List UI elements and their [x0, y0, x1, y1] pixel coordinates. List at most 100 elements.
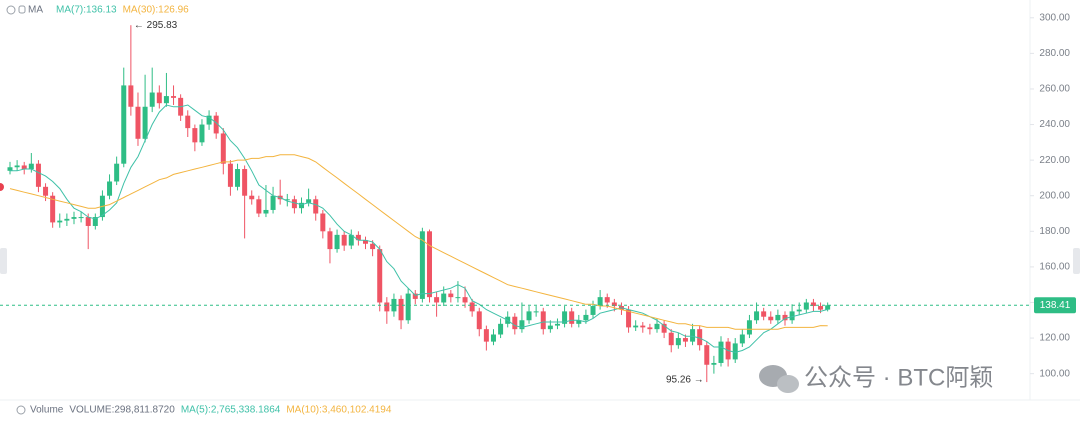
candle-body: [14, 165, 20, 168]
y-tick-label: 280.00: [1039, 48, 1070, 59]
candle-body: [92, 217, 98, 226]
candle-body: [768, 316, 774, 321]
candle-body: [64, 218, 70, 221]
candle-body: [604, 297, 610, 303]
candle-body: [114, 163, 120, 182]
candle-body: [789, 311, 795, 321]
candle-body: [263, 209, 269, 214]
candle-body: [483, 329, 489, 342]
candle-body: [732, 343, 738, 360]
candle-body: [327, 231, 333, 250]
y-tick-label: 240.00: [1039, 119, 1070, 130]
marker-dot: [0, 183, 4, 191]
candle-body: [647, 327, 653, 330]
candle-body: [803, 302, 809, 310]
candle-body: [633, 325, 639, 328]
candle-body: [7, 167, 13, 171]
bell-icon[interactable]: [18, 5, 26, 14]
left-handle[interactable]: [0, 248, 7, 274]
candle-body: [668, 332, 674, 346]
candle-body: [519, 320, 525, 330]
candle-body: [654, 323, 660, 330]
candle-body: [533, 311, 539, 313]
candle-body: [43, 186, 49, 196]
y-tick-label: 160.00: [1039, 262, 1070, 273]
candle-body: [434, 297, 440, 303]
candle-body: [398, 298, 404, 321]
candle-body: [57, 220, 63, 223]
candle-body: [85, 217, 91, 226]
candle-body: [796, 309, 802, 312]
watermark-text: 公众号 · BTC阿颖: [804, 364, 993, 391]
candle-body: [235, 169, 241, 187]
candle-body: [107, 181, 113, 196]
candle-body: [675, 338, 681, 346]
candle-body: [121, 85, 127, 164]
candle-body: [135, 106, 141, 139]
collapse-icon[interactable]: [6, 5, 16, 15]
y-tick-label: 220.00: [1039, 155, 1070, 166]
candle-body: [825, 305, 831, 310]
low-annotation: 95.26 →: [666, 375, 704, 386]
candle-body: [142, 106, 148, 139]
candle-body: [661, 323, 667, 333]
candle-body: [682, 338, 688, 342]
wechat-icon: [777, 375, 799, 393]
candle-body: [220, 133, 226, 164]
candle-body: [775, 314, 781, 321]
candle-body: [476, 311, 482, 330]
candle-body: [199, 124, 205, 143]
candle-body: [469, 302, 475, 312]
candle-body: [370, 243, 376, 250]
legend-entry: MA(30):126.96: [123, 5, 190, 16]
candle-body: [448, 293, 454, 298]
candle-body: [355, 234, 361, 241]
candle-body: [128, 85, 134, 107]
candle-body: [348, 234, 354, 246]
candle-body: [818, 306, 824, 310]
ma-line: [10, 104, 828, 353]
candle-body: [547, 325, 553, 330]
candle-body: [441, 293, 447, 303]
candle-body: [419, 231, 425, 299]
candle-body: [754, 311, 760, 321]
candle-body: [690, 329, 696, 342]
candle-body: [590, 306, 596, 315]
candle-body: [71, 217, 77, 219]
candle-body: [227, 163, 233, 187]
candle-body: [697, 329, 703, 346]
volume-legend-entry: MA(10):3,460,102.4194: [286, 405, 392, 416]
candle-body: [391, 298, 397, 312]
candle-body: [498, 323, 504, 335]
collapse-icon[interactable]: [16, 405, 26, 415]
candle-body: [363, 240, 368, 244]
candle-body: [21, 165, 27, 170]
candle-body: [746, 320, 752, 335]
candle-body: [640, 325, 646, 328]
y-tick-label: 300.00: [1039, 12, 1070, 23]
y-tick-label: 100.00: [1039, 368, 1070, 379]
right-handle[interactable]: [1073, 248, 1080, 274]
y-tick-label: 260.00: [1039, 84, 1070, 95]
legend-entry: MA(7):136.13: [56, 5, 117, 16]
candle-body: [185, 115, 191, 129]
candle-body: [526, 311, 532, 321]
candle-body: [320, 213, 326, 232]
candle-body: [35, 163, 41, 187]
candle-body: [291, 199, 297, 209]
candle-body: [718, 341, 724, 363]
candle-body: [626, 309, 632, 328]
candle-body: [149, 92, 155, 107]
candle-body: [28, 163, 34, 170]
legend-title: MA: [28, 5, 43, 16]
candle-body: [341, 234, 347, 246]
candle-body: [249, 195, 255, 200]
candle-body: [213, 115, 219, 134]
candle-body: [611, 302, 617, 307]
candle-body: [576, 320, 582, 324]
candle-body: [242, 169, 248, 196]
candle-body: [597, 297, 603, 307]
candle-body: [206, 115, 212, 125]
